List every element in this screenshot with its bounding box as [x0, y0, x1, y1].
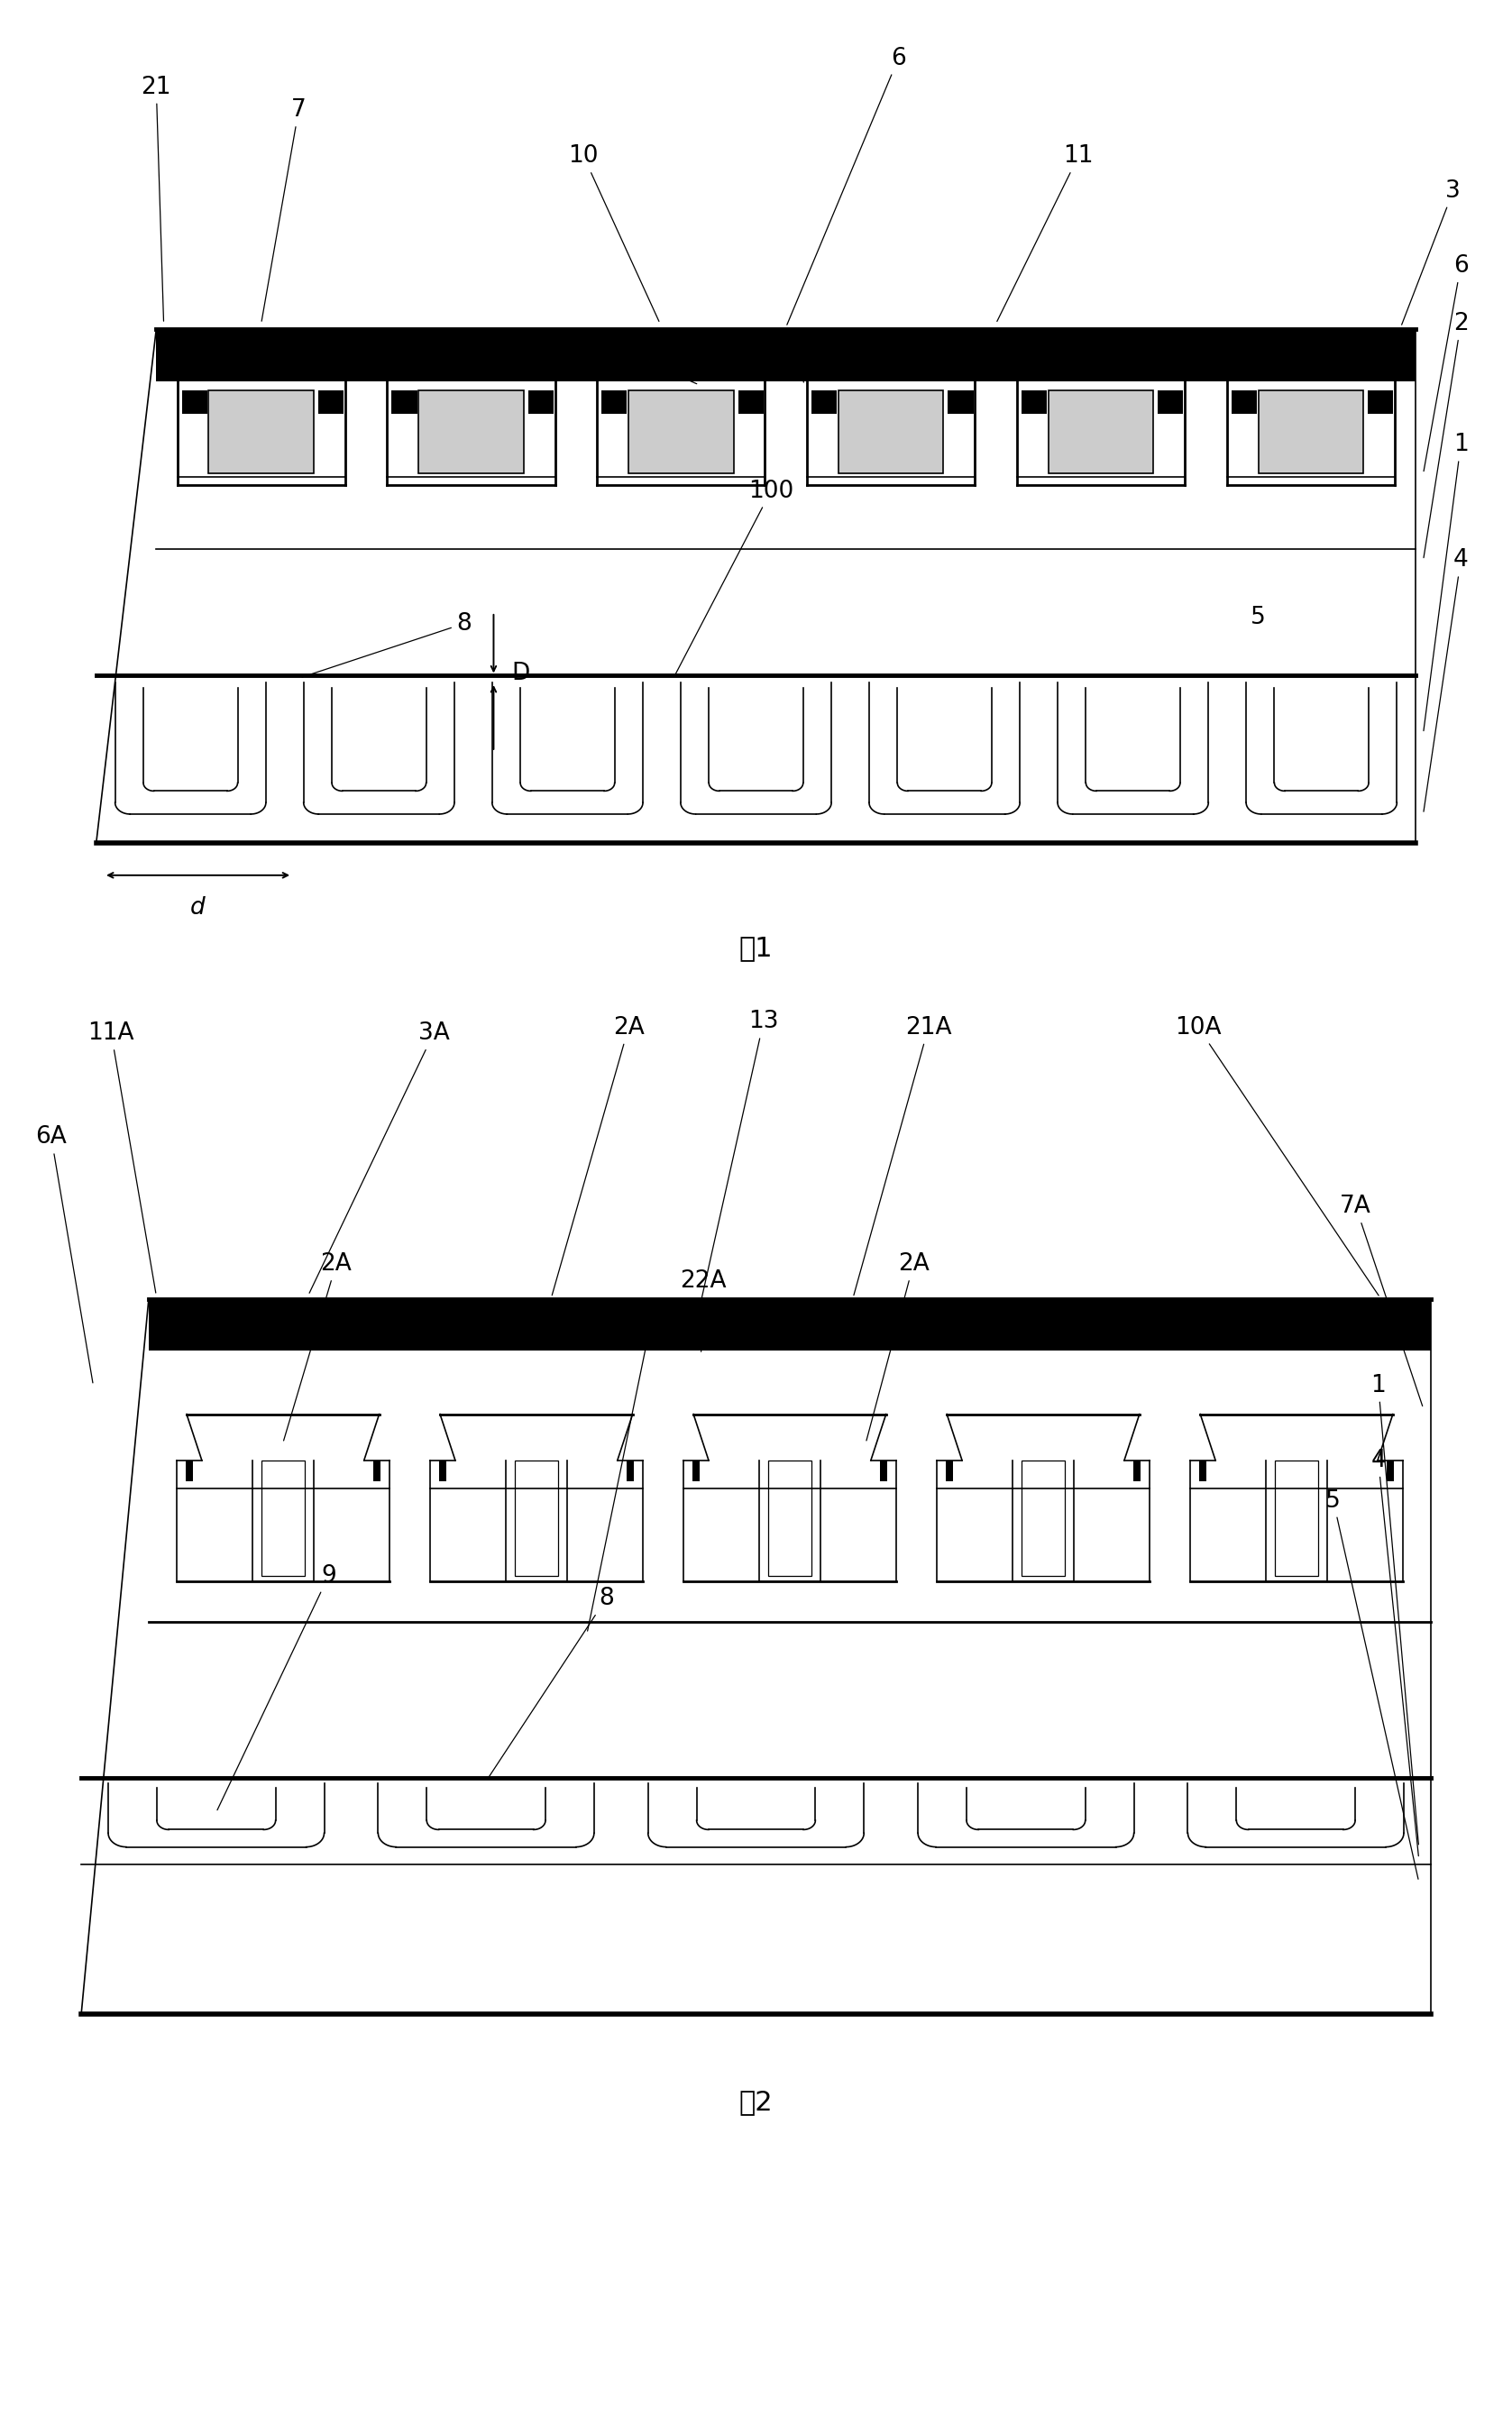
Bar — [1258, 390, 1364, 473]
Text: 6: 6 — [786, 46, 906, 324]
Text: 3: 3 — [1402, 180, 1461, 324]
Bar — [1048, 390, 1154, 473]
Bar — [1231, 390, 1256, 414]
Text: 22: 22 — [786, 353, 816, 382]
Text: 11: 11 — [996, 144, 1093, 322]
Text: 6A: 6A — [36, 1125, 92, 1384]
Bar — [156, 329, 1415, 382]
Text: 22: 22 — [637, 353, 697, 385]
Bar — [880, 1459, 888, 1481]
Text: 8: 8 — [302, 611, 472, 677]
Text: 22A: 22A — [680, 1269, 727, 1352]
Bar — [262, 1459, 304, 1576]
Bar — [945, 1459, 953, 1481]
Text: 100: 100 — [674, 480, 794, 675]
Text: 4: 4 — [1371, 1449, 1418, 1856]
Bar — [812, 390, 838, 414]
Text: 1: 1 — [1371, 1374, 1418, 1844]
Bar — [209, 390, 313, 473]
Bar — [948, 390, 974, 414]
Text: 2A: 2A — [552, 1016, 644, 1296]
Text: 100: 100 — [588, 1311, 674, 1632]
Text: 9: 9 — [218, 1564, 336, 1810]
Text: 3A: 3A — [310, 1021, 449, 1294]
Bar — [392, 390, 417, 414]
Bar — [1275, 1459, 1318, 1576]
Bar — [768, 1459, 810, 1576]
Text: d: d — [191, 896, 206, 918]
Text: 5: 5 — [1326, 1488, 1418, 1878]
Text: 10: 10 — [569, 144, 659, 322]
Bar — [1158, 390, 1184, 414]
Text: 11A: 11A — [88, 1021, 156, 1294]
Bar — [318, 390, 343, 414]
Bar — [148, 1298, 1430, 1350]
Bar — [373, 1459, 381, 1481]
Text: 21: 21 — [141, 76, 171, 322]
Bar — [516, 1459, 558, 1576]
Bar — [602, 390, 627, 414]
Text: 6: 6 — [1424, 253, 1468, 470]
Bar — [1022, 1459, 1064, 1576]
Bar — [738, 390, 764, 414]
Text: 1: 1 — [1424, 434, 1468, 731]
Text: 8: 8 — [487, 1588, 614, 1778]
Bar — [839, 390, 943, 473]
Text: 7: 7 — [262, 97, 307, 322]
Text: 图2: 图2 — [739, 2090, 773, 2114]
Bar — [1022, 390, 1046, 414]
Bar — [629, 390, 733, 473]
Bar — [1132, 1459, 1140, 1481]
Text: 4: 4 — [1424, 548, 1468, 811]
Bar — [1199, 1459, 1207, 1481]
Bar — [181, 390, 207, 414]
Text: 2A: 2A — [866, 1252, 928, 1440]
Text: D: D — [511, 663, 529, 685]
Bar — [1387, 1459, 1394, 1481]
Text: 2: 2 — [1424, 312, 1468, 558]
Bar — [186, 1459, 194, 1481]
Text: 7A: 7A — [1340, 1194, 1423, 1406]
Bar — [419, 390, 523, 473]
Text: 2A: 2A — [284, 1252, 352, 1440]
Bar — [438, 1459, 446, 1481]
Text: 图1: 图1 — [739, 935, 773, 962]
Bar — [692, 1459, 700, 1481]
Text: 21A: 21A — [854, 1016, 951, 1296]
Bar — [528, 390, 553, 414]
Text: 13: 13 — [702, 1011, 779, 1298]
Bar — [1368, 390, 1393, 414]
Text: 10A: 10A — [1175, 1016, 1379, 1296]
Bar — [626, 1459, 634, 1481]
Text: 5: 5 — [1250, 607, 1266, 628]
